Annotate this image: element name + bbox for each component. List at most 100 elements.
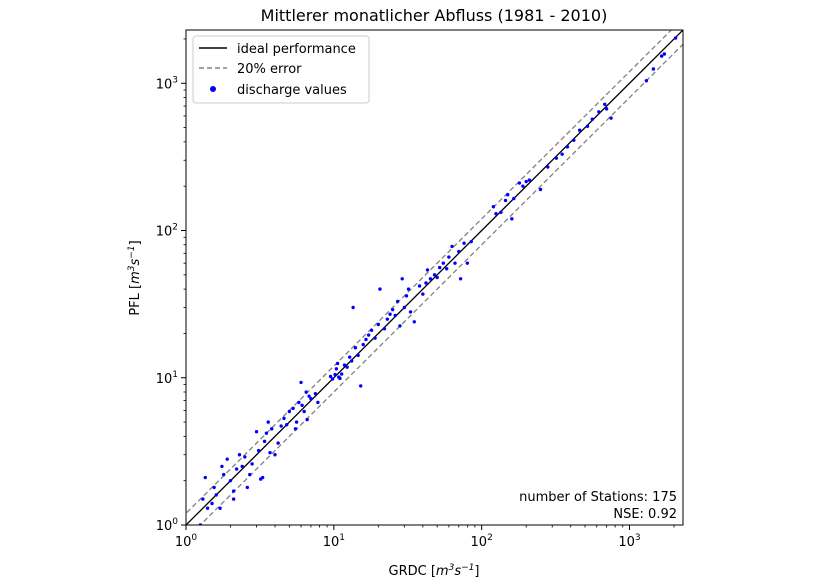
data-point xyxy=(517,181,522,185)
data-point xyxy=(491,205,496,209)
data-point xyxy=(447,255,451,259)
data-point xyxy=(512,196,516,201)
data-point xyxy=(432,273,437,277)
data-point xyxy=(304,390,308,394)
data-point xyxy=(417,284,422,288)
data-point xyxy=(425,268,430,272)
data-point xyxy=(266,420,270,424)
data-point xyxy=(560,152,564,156)
data-point xyxy=(395,299,400,304)
data-point xyxy=(349,359,354,363)
data-point xyxy=(603,102,607,106)
data-point xyxy=(506,193,510,197)
data-point xyxy=(222,472,226,477)
data-point xyxy=(243,455,247,459)
axis-ticks: 100 101 102 103 100 101 102 103 xyxy=(156,38,675,550)
data-point xyxy=(651,67,656,71)
data-point xyxy=(393,313,397,318)
data-point xyxy=(313,391,318,396)
y-tick-label: 102 xyxy=(156,223,178,240)
data-point xyxy=(462,241,466,245)
data-point xyxy=(309,397,313,401)
data-point xyxy=(590,117,594,121)
data-point xyxy=(604,107,609,111)
data-point xyxy=(294,420,299,424)
data-point xyxy=(494,212,498,216)
data-point xyxy=(264,431,269,435)
data-point xyxy=(585,124,590,129)
data-point xyxy=(353,346,358,350)
data-point xyxy=(333,372,337,377)
data-point xyxy=(237,453,242,457)
data-point xyxy=(260,475,265,480)
data-point xyxy=(330,377,335,381)
data-point xyxy=(231,497,236,501)
data-point xyxy=(256,448,261,453)
data-point xyxy=(510,217,514,221)
data-point xyxy=(524,179,528,184)
data-point xyxy=(270,427,274,431)
data-point xyxy=(345,365,349,369)
data-point xyxy=(276,441,280,445)
data-point xyxy=(376,322,381,327)
data-point xyxy=(662,52,667,56)
data-point xyxy=(268,450,272,455)
data-point xyxy=(499,210,503,214)
legend-discharge-label: discharge values xyxy=(237,83,347,98)
data-point xyxy=(339,372,344,376)
data-point xyxy=(390,307,395,312)
error-upper-line xyxy=(186,30,673,515)
data-point xyxy=(335,361,340,366)
data-point xyxy=(428,277,433,281)
legend-ideal-label: ideal performance xyxy=(237,42,356,57)
data-point xyxy=(338,376,342,381)
data-point xyxy=(262,439,267,444)
data-point xyxy=(441,261,445,265)
legend: ideal performance 20% error discharge va… xyxy=(192,35,370,104)
x-axis-label: GRDC [m3s−1] xyxy=(389,563,480,579)
data-point xyxy=(453,261,457,265)
data-point xyxy=(421,292,425,296)
data-point xyxy=(388,312,392,316)
data-point xyxy=(307,394,311,398)
data-point xyxy=(673,36,678,40)
data-point xyxy=(218,506,222,510)
data-point xyxy=(408,310,413,314)
data-point xyxy=(248,472,252,477)
data-point xyxy=(402,305,407,310)
data-point xyxy=(458,277,463,281)
data-point xyxy=(659,54,664,58)
data-point xyxy=(273,453,277,457)
data-point xyxy=(382,327,387,331)
data-point xyxy=(577,128,582,132)
data-point xyxy=(424,281,428,285)
annotation-nse: NSE: 0.92 xyxy=(613,507,677,522)
data-point xyxy=(250,462,254,466)
data-point xyxy=(369,328,374,333)
data-point xyxy=(205,506,210,510)
data-point xyxy=(609,116,613,120)
data-point xyxy=(305,417,309,422)
x-tick-label: 101 xyxy=(323,533,345,550)
legend-box xyxy=(192,35,370,104)
data-point xyxy=(316,400,320,405)
data-point xyxy=(450,244,454,249)
data-point xyxy=(342,363,347,367)
data-point xyxy=(328,374,333,379)
data-point xyxy=(347,355,352,359)
data-point xyxy=(351,305,355,310)
data-point xyxy=(435,275,439,280)
data-point xyxy=(212,485,216,490)
ideal-performance-line xyxy=(186,30,683,525)
data-point xyxy=(285,422,289,427)
error-lower-line xyxy=(199,43,683,525)
data-point xyxy=(438,265,442,270)
data-point xyxy=(356,353,360,358)
data-point xyxy=(404,294,409,298)
x-tick-label: 103 xyxy=(618,533,640,550)
data-point xyxy=(293,427,298,431)
data-point xyxy=(597,110,601,114)
data-point xyxy=(361,342,365,347)
x-tick-label: 100 xyxy=(175,533,198,550)
